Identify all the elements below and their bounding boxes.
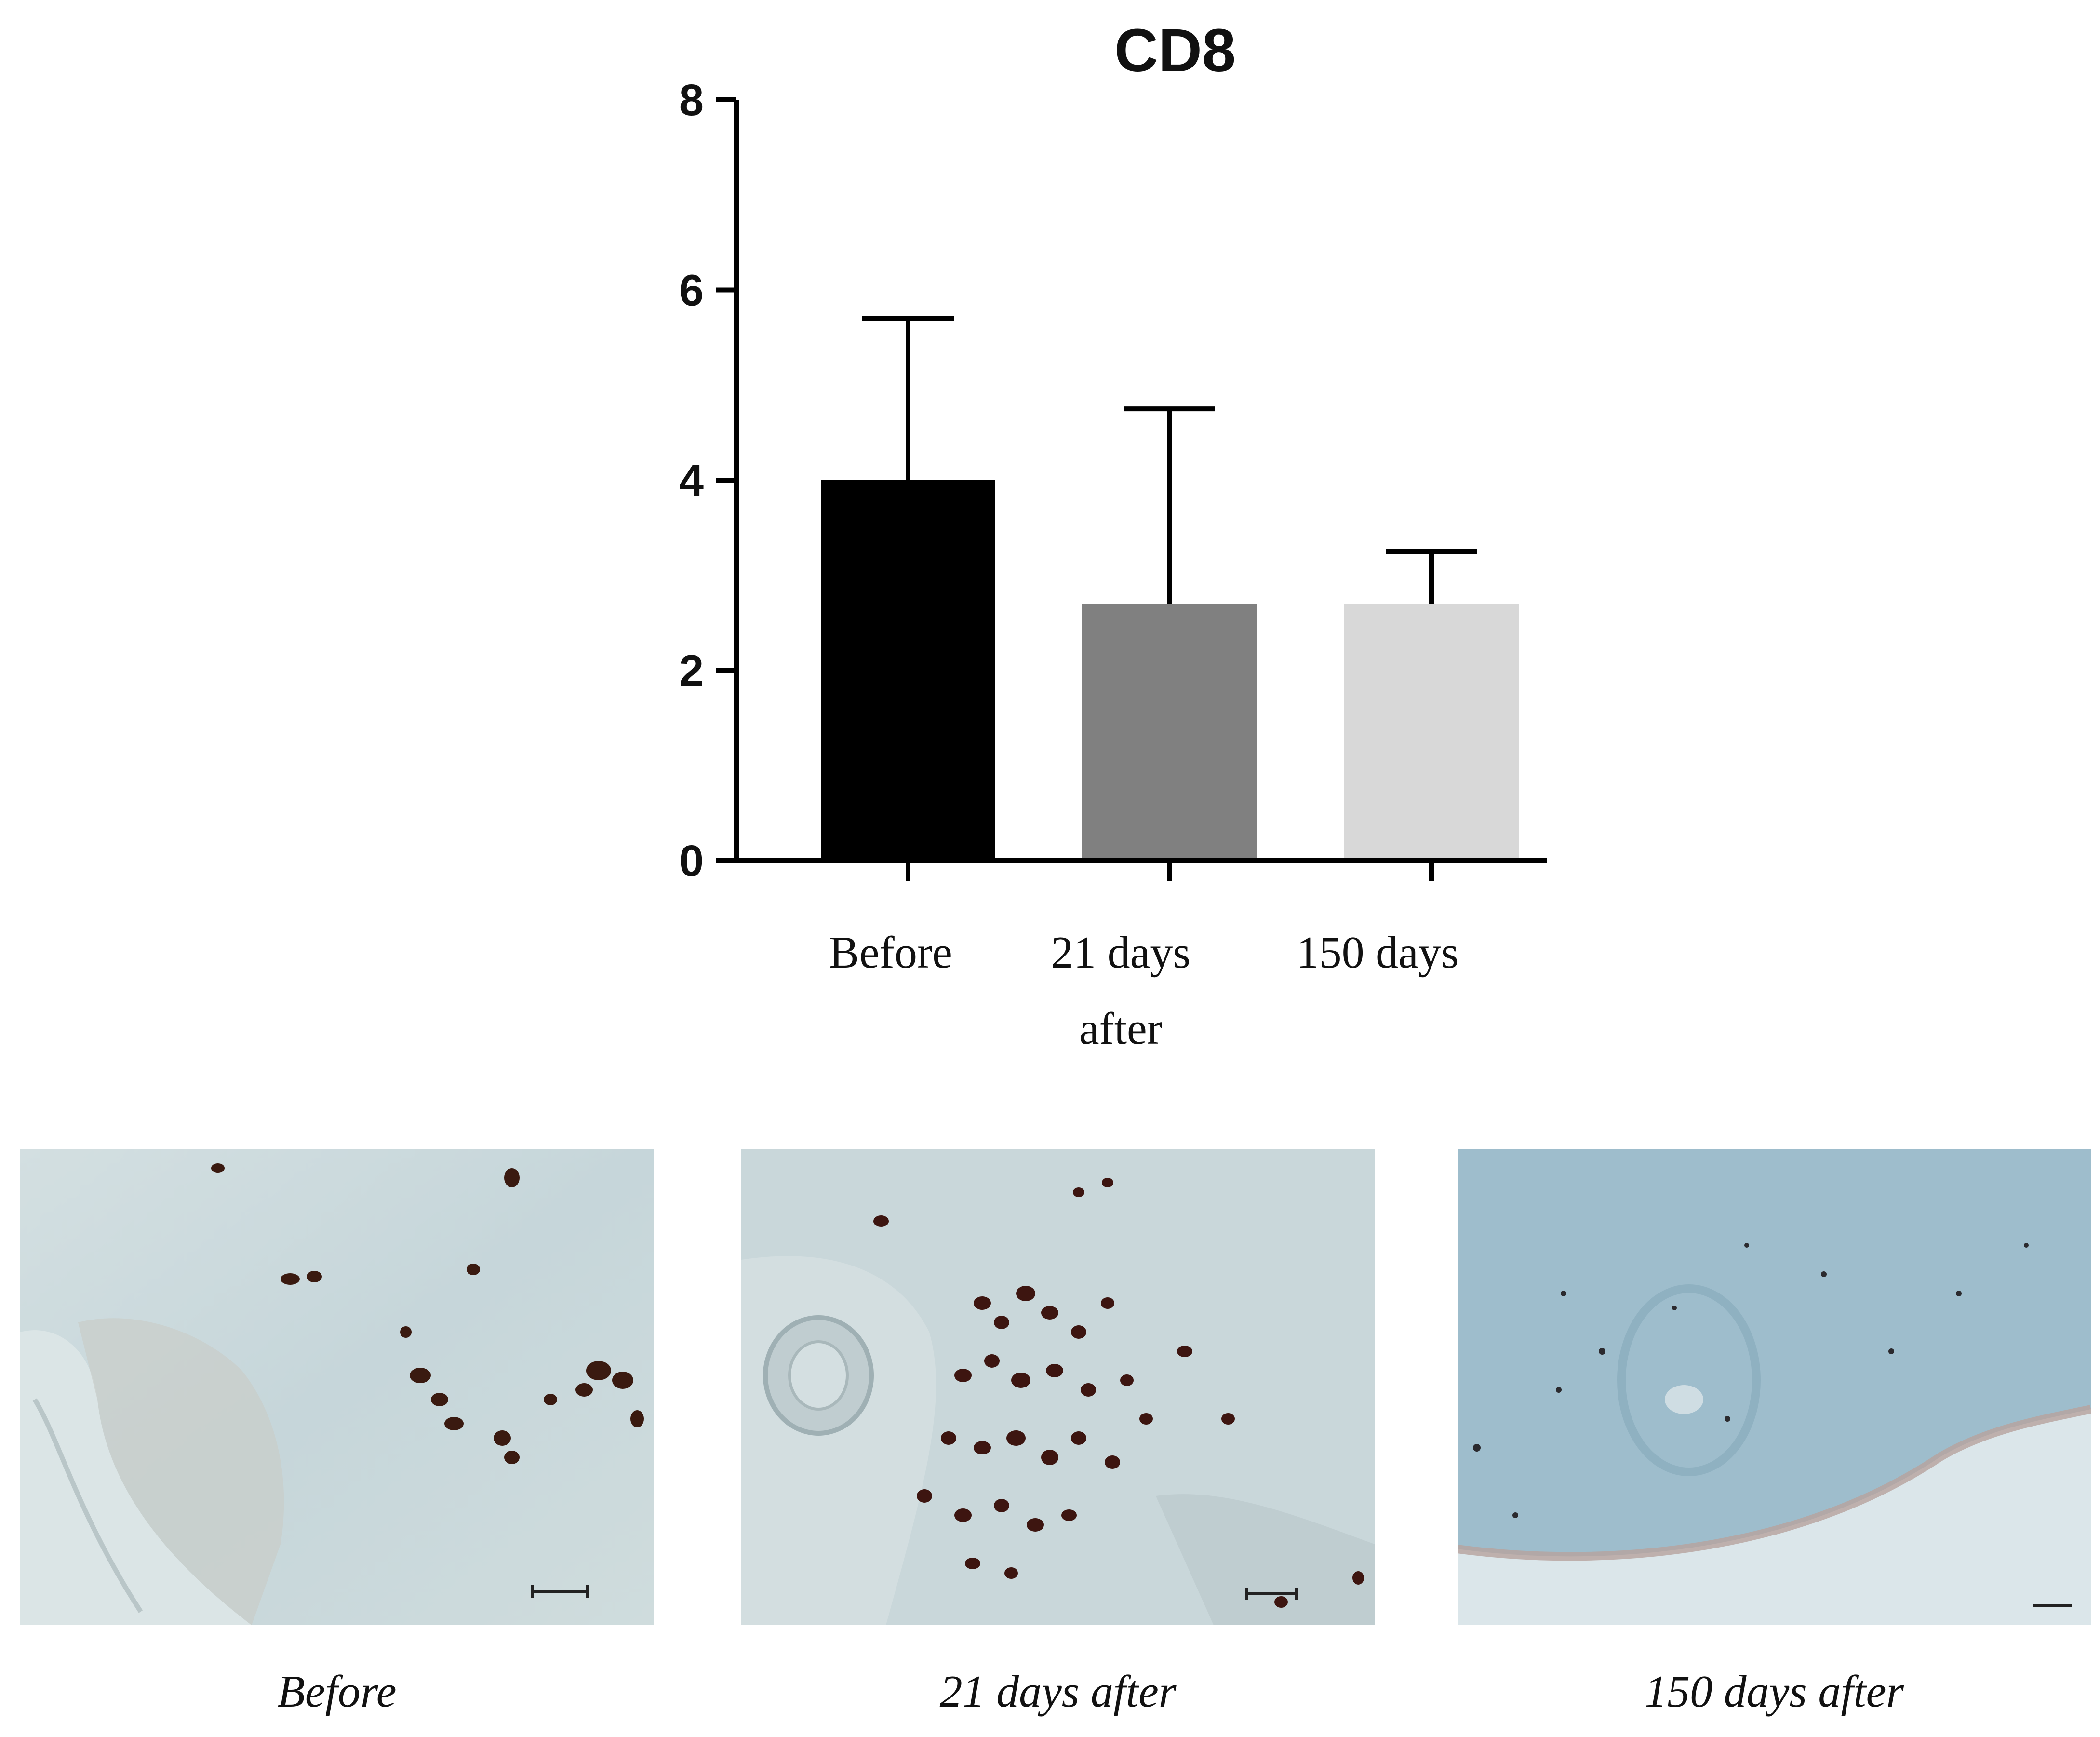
- micrograph-before: [20, 1149, 654, 1625]
- micrograph-21-days-image: [741, 1149, 1375, 1625]
- y-tick-label-4: 8: [679, 76, 704, 125]
- error-bars-group: [862, 316, 1477, 604]
- bar-0: [821, 480, 995, 861]
- micrograph-before-image: [20, 1149, 654, 1625]
- bar-1: [1082, 604, 1257, 861]
- chart-title: CD8: [1114, 16, 1236, 84]
- caption-before: Before: [277, 1667, 397, 1717]
- micrograph-150-days: [1458, 1149, 2091, 1625]
- y-tick-label-1: 2: [679, 646, 704, 696]
- bar-2: [1344, 604, 1519, 861]
- x-tick-label-1: 21 days after: [1051, 928, 1190, 1054]
- bars-group: [821, 480, 1519, 861]
- bar-chart: CD8 0 2 4 6 8: [679, 16, 1547, 886]
- micrograph-21-days: [741, 1149, 1375, 1625]
- y-ticks-group: 0 2 4 6 8: [679, 76, 736, 886]
- x-tick-label-0: Before: [829, 928, 952, 978]
- y-tick-label-3: 6: [679, 266, 704, 315]
- y-tick-label-2: 4: [679, 456, 704, 505]
- x-tick-label-2: 150 days: [1296, 928, 1459, 978]
- caption-21-days: 21 days after: [939, 1667, 1177, 1717]
- y-tick-label-0: 0: [679, 836, 704, 886]
- caption-150-days: 150 days after: [1645, 1667, 1904, 1717]
- micrograph-150-days-image: [1458, 1149, 2091, 1625]
